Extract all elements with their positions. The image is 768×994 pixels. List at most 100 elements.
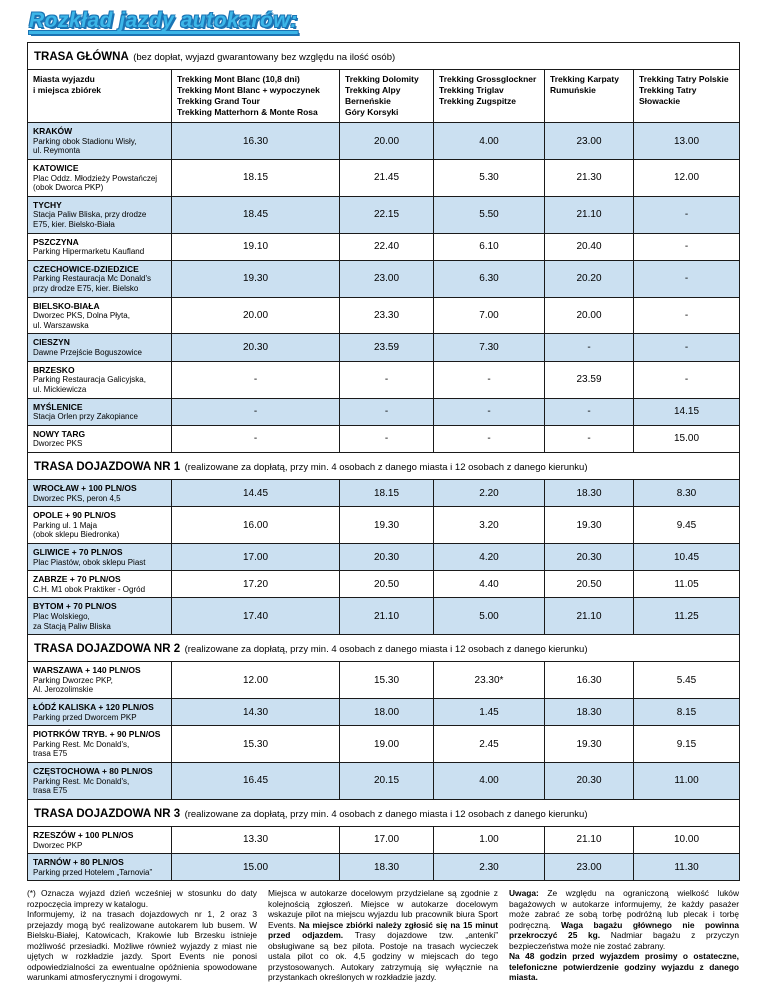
departure-time: 21.10 bbox=[544, 195, 634, 234]
departure-time: 20.50 bbox=[339, 570, 434, 599]
departure-time: 18.30 bbox=[544, 698, 634, 727]
section-subtitle: (realizowane za dopłatą, przy min. 4 oso… bbox=[184, 808, 588, 820]
departure-time: 18.15 bbox=[171, 159, 340, 197]
city-name: PSZCZYNA bbox=[33, 236, 79, 247]
timetable-row: PSZCZYNA Parking Hipermarketu Kaufland 1… bbox=[27, 232, 740, 261]
footer-text-bold: Na miejsce zbiórki należy zgłosić się na… bbox=[268, 919, 499, 941]
departure-time: 15.00 bbox=[633, 424, 740, 453]
meeting-point: Parking przed Dworcem PKP bbox=[33, 712, 137, 722]
city-name: ŁÓDŹ KALISKA + 120 PLN/OS bbox=[33, 702, 154, 713]
departure-time: 18.30 bbox=[544, 478, 634, 508]
city-name: RZESZÓW + 100 PLN/OS bbox=[33, 829, 134, 840]
city-cell: KRAKÓW Parking obok Stadionu Wisły, ul. … bbox=[27, 122, 172, 160]
column-header-row: Miasta wyjazdu i miejsca zbiórek Trekkin… bbox=[27, 68, 740, 124]
city-name: ZABRZE + 70 PLN/OS bbox=[33, 574, 121, 585]
departure-time: 11.05 bbox=[633, 570, 740, 599]
city-name: BRZESKO bbox=[33, 364, 75, 375]
column-header-trek-karpaty: Trekking Karpaty Rumuńskie bbox=[544, 68, 634, 124]
departure-time: 10.00 bbox=[633, 825, 740, 855]
footer-text: (*) Oznacza wyjazd dzień wcześniej w sto… bbox=[27, 888, 257, 983]
meeting-point: Parking Dworzec PKP, Al. Jerozolimskie bbox=[33, 675, 113, 695]
section-header-row: TRASA DOJAZDOWA NR 2 (realizowane za dop… bbox=[27, 634, 740, 663]
departure-time: 12.00 bbox=[171, 661, 340, 700]
section-subtitle: (realizowane za dopłatą, przy min. 4 oso… bbox=[184, 461, 588, 473]
departure-time: 19.30 bbox=[339, 506, 434, 544]
departure-time: - bbox=[339, 397, 434, 426]
page-title: Rozkład jazdy autokarów: bbox=[29, 9, 298, 32]
departure-time: 1.00 bbox=[433, 825, 545, 855]
departure-time: 23.30 bbox=[339, 296, 434, 335]
footer-column-1: (*) Oznacza wyjazd dzień wcześniej w sto… bbox=[27, 888, 257, 983]
departure-time: 11.25 bbox=[633, 597, 740, 636]
city-cell: PSZCZYNA Parking Hipermarketu Kaufland bbox=[27, 232, 172, 261]
departure-time: 23.00 bbox=[339, 259, 434, 298]
timetable-row: BYTOM + 70 PLN/OS Plac Wolskiego, za Sta… bbox=[27, 597, 740, 636]
timetable-row: MYŚLENICE Stacja Orlen przy Zakopiance -… bbox=[27, 397, 740, 426]
column-header-trek-mont-blanc: Trekking Mont Blanc (10,8 dni) Trekking … bbox=[171, 68, 340, 124]
section-header-row: TRASA DOJAZDOWA NR 3 (realizowane za dop… bbox=[27, 798, 740, 827]
departure-time: 2.30 bbox=[433, 853, 545, 882]
section-header-row: TRASA DOJAZDOWA NR 1 (realizowane za dop… bbox=[27, 451, 740, 480]
departure-time: - bbox=[339, 360, 434, 399]
section-header-cell: TRASA DOJAZDOWA NR 3 (realizowane za dop… bbox=[27, 798, 740, 827]
timetable-row: PIOTRKÓW TRYB. + 90 PLN/OS Parking Rest.… bbox=[27, 725, 740, 764]
city-cell: BIELSKO-BIAŁA Dworzec PKS, Dolna Płyta, … bbox=[27, 296, 172, 335]
departure-time: 20.00 bbox=[544, 296, 634, 335]
timetable-row: WARSZAWA + 140 PLN/OS Parking Dworzec PK… bbox=[27, 661, 740, 700]
city-cell: PIOTRKÓW TRYB. + 90 PLN/OS Parking Rest.… bbox=[27, 725, 172, 764]
footer-text: Ze względu na ograniczoną wielkość luków… bbox=[509, 888, 739, 930]
departure-time: 4.00 bbox=[433, 762, 545, 800]
timetable-row: TARNÓW + 80 PLN/OS Parking przed Hotelem… bbox=[27, 853, 740, 882]
departure-time: 8.30 bbox=[633, 478, 740, 508]
departure-time: 3.20 bbox=[433, 506, 545, 544]
departure-time: - bbox=[171, 360, 340, 399]
city-cell: TARNÓW + 80 PLN/OS Parking przed Hotelem… bbox=[27, 853, 172, 882]
meeting-point: Parking obok Stadionu Wisły, ul. Reymont… bbox=[33, 136, 137, 156]
departure-time: - bbox=[433, 397, 545, 426]
departure-time: 6.10 bbox=[433, 232, 545, 261]
city-cell: BYTOM + 70 PLN/OS Plac Wolskiego, za Sta… bbox=[27, 597, 172, 636]
city-name: KRAKÓW bbox=[33, 126, 73, 137]
meeting-point: Plac Wolskiego, za Stacją Paliw Bliska bbox=[33, 612, 111, 631]
city-cell: RZESZÓW + 100 PLN/OS Dworzec PKP bbox=[27, 825, 172, 855]
departure-time: 21.10 bbox=[339, 597, 434, 636]
column-header-trek-grossglockner: Trekking Grossglockner Trekking Triglav … bbox=[433, 68, 545, 124]
departure-time: 17.20 bbox=[171, 570, 340, 599]
timetable-row: WROCŁAW + 100 PLN/OS Dworzec PKS, peron … bbox=[27, 478, 740, 508]
departure-time: 4.00 bbox=[433, 122, 545, 160]
departure-time: 19.30 bbox=[171, 259, 340, 298]
footer-text: Trasy dojazdowe tzw. „antenki” obsługiwa… bbox=[268, 930, 498, 983]
main-section-title: TRASA GŁÓWNA bbox=[34, 51, 129, 63]
departure-time: 5.50 bbox=[433, 195, 545, 234]
departure-time: 21.45 bbox=[339, 159, 434, 197]
departure-time: 20.50 bbox=[544, 570, 634, 599]
column-header-cities: Miasta wyjazdu i miejsca zbiórek bbox=[27, 68, 172, 124]
departure-time: 1.45 bbox=[433, 698, 545, 727]
timetable-row: RZESZÓW + 100 PLN/OS Dworzec PKP 13.30 1… bbox=[27, 825, 740, 855]
departure-time: 4.40 bbox=[433, 570, 545, 599]
city-cell: ZABRZE + 70 PLN/OS C.H. M1 obok Praktike… bbox=[27, 570, 172, 599]
departure-time: 4.20 bbox=[433, 542, 545, 572]
city-name: NOWY TARG bbox=[33, 428, 86, 439]
footer-text: Nadmiar bagażu z przyczyn bezpieczeństwa… bbox=[509, 930, 739, 951]
timetable-row: ŁÓDŹ KALISKA + 120 PLN/OS Parking przed … bbox=[27, 698, 740, 727]
departure-time: - bbox=[633, 259, 740, 298]
departure-time: 14.45 bbox=[171, 478, 340, 508]
city-name: CZECHOWICE-DZIEDZICE bbox=[33, 263, 139, 274]
departure-time: 5.00 bbox=[433, 597, 545, 636]
departure-time: 14.15 bbox=[633, 397, 740, 426]
column-header-trek-tatry: Trekking Tatry Polskie Trekking Tatry Sł… bbox=[633, 68, 740, 124]
coach-timetable: TRASA GŁÓWNA (bez dopłat, wyjazd gwarant… bbox=[27, 42, 740, 882]
departure-time: 22.40 bbox=[339, 232, 434, 261]
city-name: TARNÓW + 80 PLN/OS bbox=[33, 857, 124, 868]
section-subtitle: (realizowane za dopłatą, przy min. 4 oso… bbox=[184, 644, 588, 656]
city-name: CIESZYN bbox=[33, 337, 70, 348]
meeting-point: C.H. M1 obok Praktiker - Ogród bbox=[33, 584, 146, 594]
city-name: MYŚLENICE bbox=[33, 401, 83, 412]
departure-time: 20.40 bbox=[544, 232, 634, 261]
city-name: PIOTRKÓW TRYB. + 90 PLN/OS bbox=[33, 729, 161, 740]
departure-time: 19.30 bbox=[544, 725, 634, 764]
meeting-point: Parking Rest. Mc Donald's, trasa E75 bbox=[33, 739, 130, 759]
meeting-point: Dworzec PKS, Dolna Płyta, ul. Warszawska bbox=[33, 311, 130, 330]
